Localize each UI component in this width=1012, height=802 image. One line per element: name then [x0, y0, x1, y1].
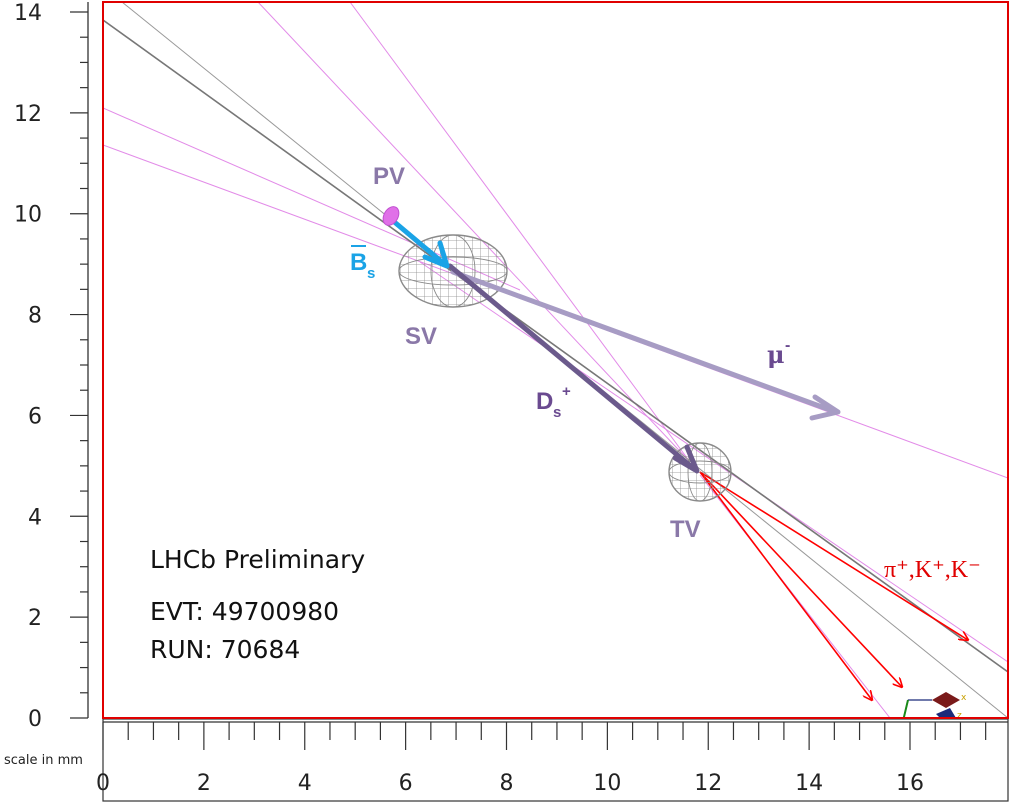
info-run: RUN: 70684 — [150, 635, 300, 664]
svg-text:s: s — [367, 265, 375, 282]
info-event: EVT: 49700980 — [150, 597, 339, 626]
track-pink-3 — [257, 2, 691, 463]
svg-text:B: B — [350, 249, 367, 276]
svg-text:z: z — [957, 711, 962, 721]
label-tv: TV — [670, 516, 701, 543]
track-pink-4 — [349, 2, 691, 463]
x-scale-panel: 0 2 4 6 8 10 12 14 16 scale in mm — [4, 718, 1009, 802]
y-tick-label: 14 — [14, 1, 42, 26]
y-tick-label: 0 — [28, 707, 42, 732]
daughter-track-1 — [699, 471, 968, 640]
x-tick-label: 12 — [694, 771, 722, 796]
label-ds: D s + — [536, 383, 571, 421]
x-tick-label: 16 — [896, 771, 924, 796]
plot-frame — [102, 1, 1009, 719]
svg-text:μ: μ — [767, 340, 785, 369]
x-tick-label: 4 — [298, 771, 312, 796]
y-tick-label: 2 — [28, 606, 42, 631]
daughter-track-2 — [699, 471, 902, 687]
svg-text:-: - — [785, 337, 790, 354]
pv-marker — [382, 206, 400, 226]
track-grey-1 — [103, 19, 1008, 673]
tv-ellipsoid — [668, 442, 732, 502]
info-title: LHCb Preliminary — [150, 545, 365, 574]
plot-area: x z — [103, 2, 1008, 721]
y-tick-label: 6 — [28, 404, 42, 429]
y-axis: 0 2 4 6 8 10 12 14 — [14, 1, 89, 732]
x-tick-label: 6 — [399, 771, 413, 796]
y-tick-label: 4 — [28, 505, 42, 530]
mu-arrow — [450, 269, 841, 421]
x-tick-label: 0 — [96, 771, 110, 796]
svg-text:x: x — [961, 693, 967, 703]
daughter-track-3 — [699, 471, 872, 700]
y-tick-label: 8 — [28, 304, 42, 329]
svg-text:D: D — [536, 388, 553, 415]
x-tick-label: 8 — [500, 771, 514, 796]
x-tick-label: 2 — [197, 771, 211, 796]
scale-label: scale in mm — [4, 753, 83, 768]
y-tick-label: 12 — [14, 102, 42, 127]
label-bs: B s — [350, 245, 375, 282]
track-pink-6 — [699, 474, 891, 718]
label-sv: SV — [405, 323, 437, 350]
svg-text:s: s — [553, 404, 561, 421]
detector-glyphs: x z — [902, 692, 967, 721]
ds-arrow — [447, 263, 700, 474]
label-mu: μ - — [767, 337, 790, 369]
label-daughters: π⁺,K⁺,K⁻ — [884, 557, 981, 583]
y-tick-label: 10 — [14, 203, 42, 228]
svg-text:+: + — [562, 383, 571, 400]
x-tick-label: 10 — [593, 771, 621, 796]
bs-arrow — [389, 217, 450, 269]
x-tick-label: 14 — [795, 771, 823, 796]
label-pv: PV — [373, 163, 405, 190]
